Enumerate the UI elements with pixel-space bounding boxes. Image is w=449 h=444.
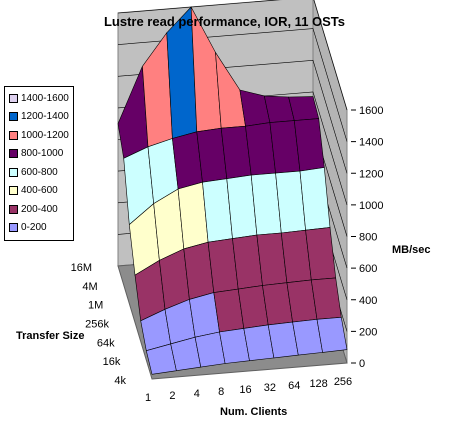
x-tick-label: 16 bbox=[239, 384, 251, 396]
z-tick-label: 200 bbox=[359, 326, 377, 338]
z-gridline bbox=[117, 0, 348, 111]
x-axis-title: Num. Clients bbox=[220, 406, 288, 418]
surface-cell bbox=[305, 227, 337, 281]
z-tick-label: 600 bbox=[359, 263, 377, 275]
legend-swatch bbox=[9, 112, 18, 121]
chart-title: Lustre read performance, IOR, 11 OSTs bbox=[103, 14, 346, 29]
z-tick-label: 1200 bbox=[359, 168, 383, 180]
legend-item: 600-800 bbox=[9, 165, 58, 179]
z-tick-label: 1400 bbox=[359, 137, 383, 149]
z-tick-label: 800 bbox=[359, 232, 377, 244]
x-tick-label: 64 bbox=[288, 380, 300, 392]
y-tick-label: 64k bbox=[97, 337, 115, 349]
z-axis-title: MB/sec bbox=[392, 244, 431, 256]
legend-swatch bbox=[9, 167, 18, 177]
y-tick-label: 4M bbox=[82, 281, 97, 293]
y-tick-label: 256k bbox=[85, 319, 109, 331]
z-tick-label: 1000 bbox=[359, 200, 383, 212]
legend-swatch bbox=[9, 93, 18, 103]
legend-label: 800-1000 bbox=[21, 148, 64, 159]
x-tick-label: 256 bbox=[334, 376, 352, 388]
z-tick-label: 1600 bbox=[359, 105, 383, 117]
legend-label: 600-800 bbox=[21, 166, 58, 178]
legend-swatch bbox=[9, 223, 18, 232]
y-axis-title: Transfer Size bbox=[16, 330, 85, 342]
y-tick-label: 1M bbox=[88, 300, 103, 312]
legend-swatch bbox=[9, 130, 18, 140]
legend-item: 400-600 bbox=[9, 184, 58, 198]
x-tick-label: 8 bbox=[218, 386, 224, 398]
legend-label: 1200-1400 bbox=[21, 111, 69, 122]
legend-label: 1400-1600 bbox=[21, 92, 69, 104]
x-tick-label: 2 bbox=[169, 390, 175, 402]
legend: 1400-1600 1200-1400 1000-1200 800-1000 600-8… bbox=[4, 86, 74, 241]
x-tick-label: 4 bbox=[194, 388, 200, 400]
surface-cell bbox=[310, 277, 342, 320]
legend-label: 400-600 bbox=[21, 185, 58, 196]
legend-item: 1000-1200 bbox=[9, 128, 69, 142]
legend-swatch bbox=[9, 204, 18, 214]
legend-label: 200-400 bbox=[21, 203, 58, 215]
legend-label: 0-200 bbox=[21, 222, 47, 233]
legend-swatch bbox=[9, 149, 18, 158]
surface-cell bbox=[316, 316, 348, 353]
z-tick-label: 0 bbox=[359, 358, 365, 370]
legend-item: 800-1000 bbox=[9, 147, 63, 161]
legend-item: 200-400 bbox=[9, 202, 58, 216]
x-tick-label: 32 bbox=[264, 382, 276, 394]
legend-item: 1200-1400 bbox=[9, 110, 69, 124]
legend-label: 1000-1200 bbox=[21, 129, 69, 141]
y-tick-label: 16k bbox=[103, 356, 121, 368]
y-tick-label: 4k bbox=[114, 375, 126, 387]
x-tick-label: 128 bbox=[309, 378, 327, 390]
x-tick-label: 1 bbox=[145, 392, 151, 404]
legend-item: 1400-1600 bbox=[9, 91, 69, 105]
z-tick-label: 400 bbox=[359, 295, 377, 307]
legend-item: 0-200 bbox=[9, 221, 47, 235]
legend-swatch bbox=[9, 186, 18, 195]
y-tick-label: 16M bbox=[71, 262, 92, 274]
